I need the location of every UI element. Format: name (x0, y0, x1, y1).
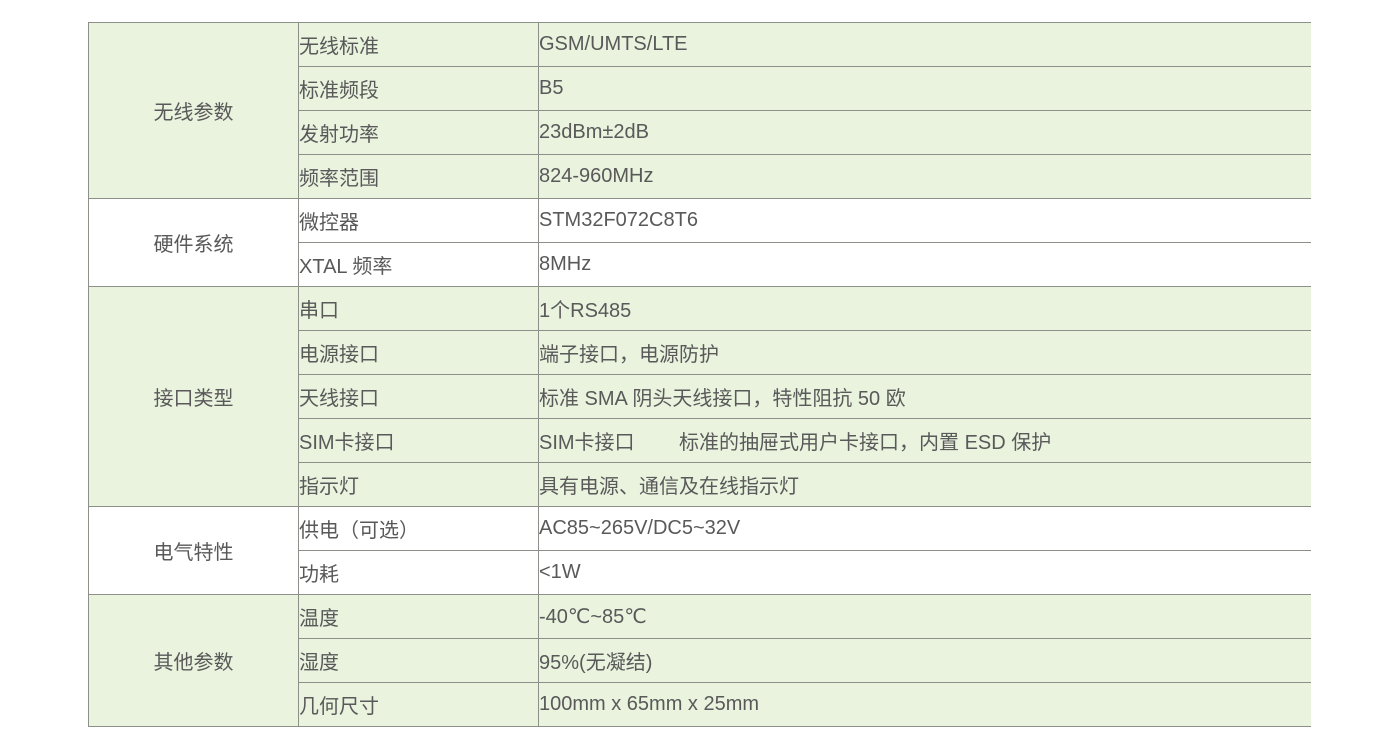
param-cell: 串口 (298, 286, 539, 331)
param-cell: 功耗 (298, 550, 539, 595)
param-cell: 发射功率 (298, 110, 539, 155)
table-row: 指示灯 具有电源、通信及在线指示灯 (89, 462, 1311, 507)
value-cell: <1W (538, 550, 1311, 595)
table-row: 硬件系统 微控器 STM32F072C8T6 (88, 198, 1311, 287)
param-cell: 电源接口 (298, 330, 539, 375)
value-cell: 具有电源、通信及在线指示灯 (538, 462, 1311, 507)
value-cell: B5 (538, 66, 1311, 111)
spec-table: 无线参数 无线标准 GSM/UMTS/LTE 标准频段 B5 发射功率 23dB… (88, 22, 1311, 727)
category-cell-hardware: 硬件系统 (88, 198, 299, 287)
table-row: 无线参数 无线标准 GSM/UMTS/LTE (88, 22, 1311, 199)
value-cell: STM32F072C8T6 (538, 198, 1311, 243)
table-row: 标准频段 B5 (89, 66, 1311, 111)
param-cell: 频率范围 (298, 154, 539, 199)
category-cell-interfaces: 接口类型 (88, 286, 299, 507)
param-cell: 几何尺寸 (298, 682, 539, 727)
value-cell: 100mm x 65mm x 25mm (538, 682, 1311, 727)
value-cell: 1个RS485 (538, 286, 1311, 331)
param-cell: 湿度 (298, 638, 539, 683)
table-row: 功耗 <1W (89, 550, 1311, 595)
category-cell-other: 其他参数 (88, 594, 299, 727)
table-row: 几何尺寸 100mm x 65mm x 25mm (89, 682, 1311, 727)
table-row: 发射功率 23dBm±2dB (89, 110, 1311, 155)
value-cell: GSM/UMTS/LTE (538, 22, 1311, 67)
table-row: 电源接口 端子接口，电源防护 (89, 330, 1311, 375)
param-cell: 无线标准 (298, 22, 539, 67)
value-cell: 8MHz (538, 242, 1311, 287)
param-cell: 天线接口 (298, 374, 539, 419)
table-row: 天线接口 标准 SMA 阴头天线接口，特性阻抗 50 欧 (89, 374, 1311, 419)
table-row: 电气特性 供电（可选） AC85~265V/DC5~32V (88, 506, 1311, 595)
value-cell: SIM卡接口 标准的抽屉式用户卡接口，内置 ESD 保护 (538, 418, 1311, 463)
value-cell: 标准 SMA 阴头天线接口，特性阻抗 50 欧 (538, 374, 1311, 419)
table-row: 湿度 95%(无凝结) (89, 638, 1311, 683)
param-cell: XTAL 频率 (298, 242, 539, 287)
category-cell-wireless: 无线参数 (88, 22, 299, 199)
param-cell: 温度 (298, 594, 539, 639)
param-cell: 标准频段 (298, 66, 539, 111)
spec-table-body: 无线参数 无线标准 GSM/UMTS/LTE 标准频段 B5 发射功率 23dB… (88, 22, 1311, 727)
value-cell: AC85~265V/DC5~32V (538, 506, 1311, 551)
value-cell: -40℃~85℃ (538, 594, 1311, 639)
value-cell: 23dBm±2dB (538, 110, 1311, 155)
table-row: SIM卡接口 SIM卡接口 标准的抽屉式用户卡接口，内置 ESD 保护 (89, 418, 1311, 463)
value-cell: 95%(无凝结) (538, 638, 1311, 683)
table-row: 接口类型 串口 1个RS485 (88, 286, 1311, 507)
category-cell-electrical: 电气特性 (88, 506, 299, 595)
value-cell: 824-960MHz (538, 154, 1311, 199)
param-cell: 供电（可选） (298, 506, 539, 551)
param-cell: SIM卡接口 (298, 418, 539, 463)
param-cell: 微控器 (298, 198, 539, 243)
param-cell: 指示灯 (298, 462, 539, 507)
table-row: 其他参数 温度 -40℃~85℃ (88, 594, 1311, 727)
table-row: XTAL 频率 8MHz (89, 242, 1311, 287)
value-cell: 端子接口，电源防护 (538, 330, 1311, 375)
